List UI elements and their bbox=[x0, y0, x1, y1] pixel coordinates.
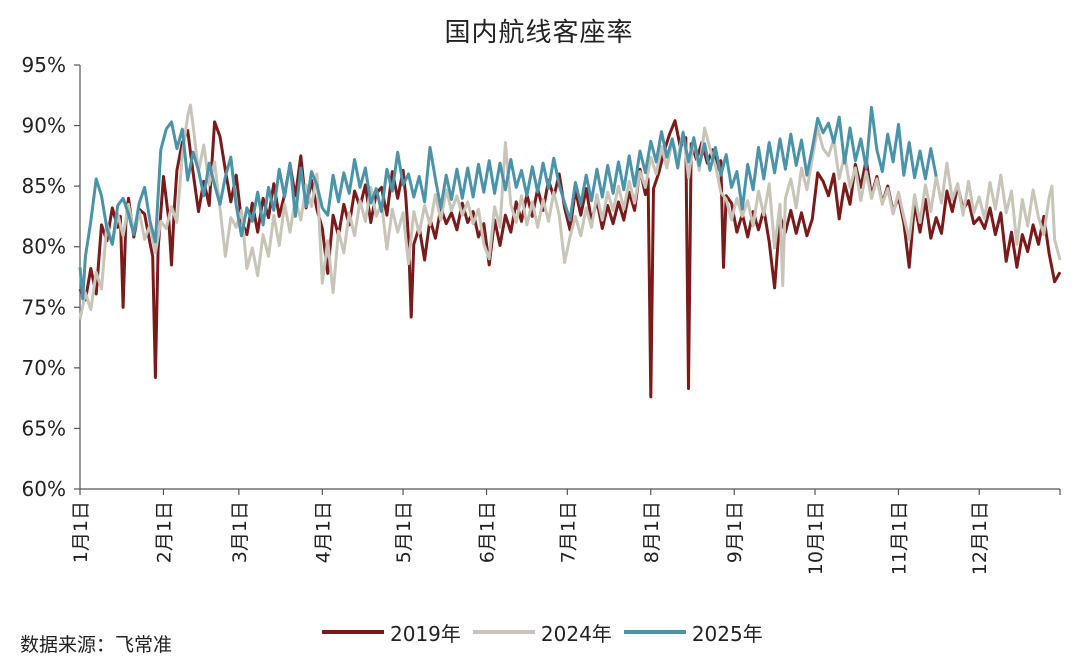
chart-lines bbox=[78, 103, 1062, 399]
series-line-2025年 bbox=[78, 105, 938, 301]
legend-swatch-2019 bbox=[322, 630, 384, 634]
x-tick-label: 1月1日 bbox=[70, 501, 92, 563]
source-note: 数据来源：飞常准 bbox=[20, 634, 173, 656]
x-tick-label: 11月1日 bbox=[888, 501, 910, 575]
x-tick-label: 5月1日 bbox=[393, 501, 415, 563]
y-tick-label: 85% bbox=[22, 174, 66, 198]
x-tick-label: 12月1日 bbox=[969, 501, 991, 575]
legend: 2019年 2024年 2025年 bbox=[322, 618, 775, 646]
y-tick-label: 90% bbox=[22, 114, 66, 138]
legend-label-2025: 2025年 bbox=[691, 621, 763, 646]
x-tick-label: 6月1日 bbox=[477, 501, 499, 563]
y-tick-label: 70% bbox=[22, 356, 66, 380]
y-tick-label: 60% bbox=[22, 477, 66, 501]
y-tick-label: 80% bbox=[22, 235, 66, 259]
y-tick-label: 65% bbox=[22, 416, 66, 440]
legend-item-2025: 2025年 bbox=[623, 618, 763, 647]
chart-title: 国内航线客座率 bbox=[444, 18, 634, 48]
chart-axes bbox=[74, 64, 1061, 495]
legend-swatch-2025 bbox=[623, 630, 686, 634]
x-tick-label: 2月1日 bbox=[153, 501, 175, 563]
legend-label-2019: 2019年 bbox=[390, 621, 461, 646]
legend-label-2024: 2024年 bbox=[540, 621, 612, 646]
legend-item-2024: 2024年 bbox=[472, 618, 612, 647]
x-tick-label: 4月1日 bbox=[312, 501, 334, 563]
legend-item-2019: 2019年 bbox=[322, 618, 461, 647]
x-tick-label: 9月1日 bbox=[724, 501, 746, 563]
legend-swatch-2024 bbox=[472, 630, 535, 634]
y-tick-label: 95% bbox=[22, 53, 66, 77]
x-tick-label: 8月1日 bbox=[641, 501, 663, 563]
series-line-2024年 bbox=[78, 103, 1062, 320]
x-tick-label: 7月1日 bbox=[557, 501, 579, 563]
chart-tick-labels: 95% 90% 85% 80% 75% 70% 65% 60%1月1日 2月1日 3月1日 4月1日… bbox=[22, 53, 992, 575]
x-tick-label: 10月1日 bbox=[805, 501, 827, 575]
y-tick-label: 75% bbox=[22, 295, 66, 319]
x-tick-label: 3月1日 bbox=[229, 501, 251, 563]
